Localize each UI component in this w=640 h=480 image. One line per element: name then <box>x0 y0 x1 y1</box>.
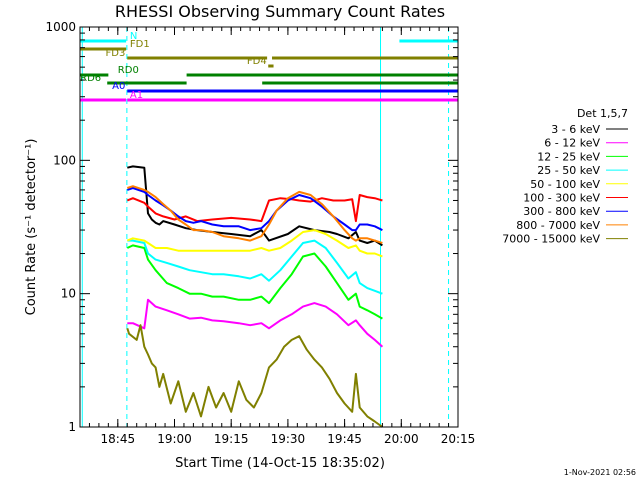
x-tick-label: 19:30 <box>271 432 306 446</box>
x-tick-label: 20:00 <box>384 432 419 446</box>
legend-label: 100 - 300 keV <box>523 192 600 205</box>
y-tick-label: 10 <box>61 287 76 301</box>
series-line-7 <box>126 185 383 244</box>
x-tick-label: 18:45 <box>101 432 136 446</box>
plot-timestamp: 1-Nov-2021 02:56 <box>564 468 636 477</box>
series-line-4 <box>126 229 383 258</box>
state-label-fd4: FD4 <box>247 56 267 67</box>
legend-label: 25 - 50 keV <box>537 164 600 177</box>
x-tick-label: 19:15 <box>214 432 249 446</box>
y-tick-label: 1000 <box>45 20 76 34</box>
series-line-6 <box>126 187 383 232</box>
legend-label: 12 - 25 keV <box>537 150 600 163</box>
series-line-2 <box>126 244 383 320</box>
state-label-rd0: RD0 <box>118 65 139 76</box>
state-label-fd3: FD3 <box>106 48 126 59</box>
legend-label: 3 - 6 keV <box>551 123 600 136</box>
legend-label: 7000 - 15000 keV <box>502 233 600 246</box>
y-tick-label: 100 <box>53 153 76 167</box>
state-label-fd1: FD1 <box>130 39 150 50</box>
series-line-0 <box>127 165 383 247</box>
x-tick-label: 19:45 <box>327 432 362 446</box>
state-label-rd6: RD6 <box>80 73 101 84</box>
x-tick-label: 20:15 <box>441 432 476 446</box>
x-axis-label: Start Time (14-Oct-15 18:35:02) <box>175 456 385 471</box>
x-tick-label: 19:00 <box>157 432 192 446</box>
legend-label: 6 - 12 keV <box>544 137 600 150</box>
series-line-8 <box>126 324 383 428</box>
legend-label: 300 - 800 keV <box>523 205 600 218</box>
state-label-a1: A1 <box>130 90 143 101</box>
axes: 18:45 19:00 19:15 19:30 19:45 20:00 20:15 1 10 10… <box>45 20 475 446</box>
series-line-5 <box>126 194 383 223</box>
y-tick-label: 1 <box>68 420 76 434</box>
y-axis-label: Count Rate (s⁻¹ detector⁻¹) <box>24 139 39 316</box>
series-lines <box>126 165 384 428</box>
time-markers <box>81 27 450 427</box>
legend-title: Det 1,5,7 <box>577 107 628 120</box>
state-label-a0: A0 <box>112 81 125 92</box>
legend-label: 800 - 7000 keV <box>516 219 600 232</box>
chart-title: RHESSI Observing Summary Count Rates <box>115 2 445 21</box>
series-line-3 <box>127 239 383 295</box>
legend-label: 50 - 100 keV <box>530 178 600 191</box>
series-line-1 <box>127 298 384 348</box>
state-label-n: N <box>130 31 137 42</box>
